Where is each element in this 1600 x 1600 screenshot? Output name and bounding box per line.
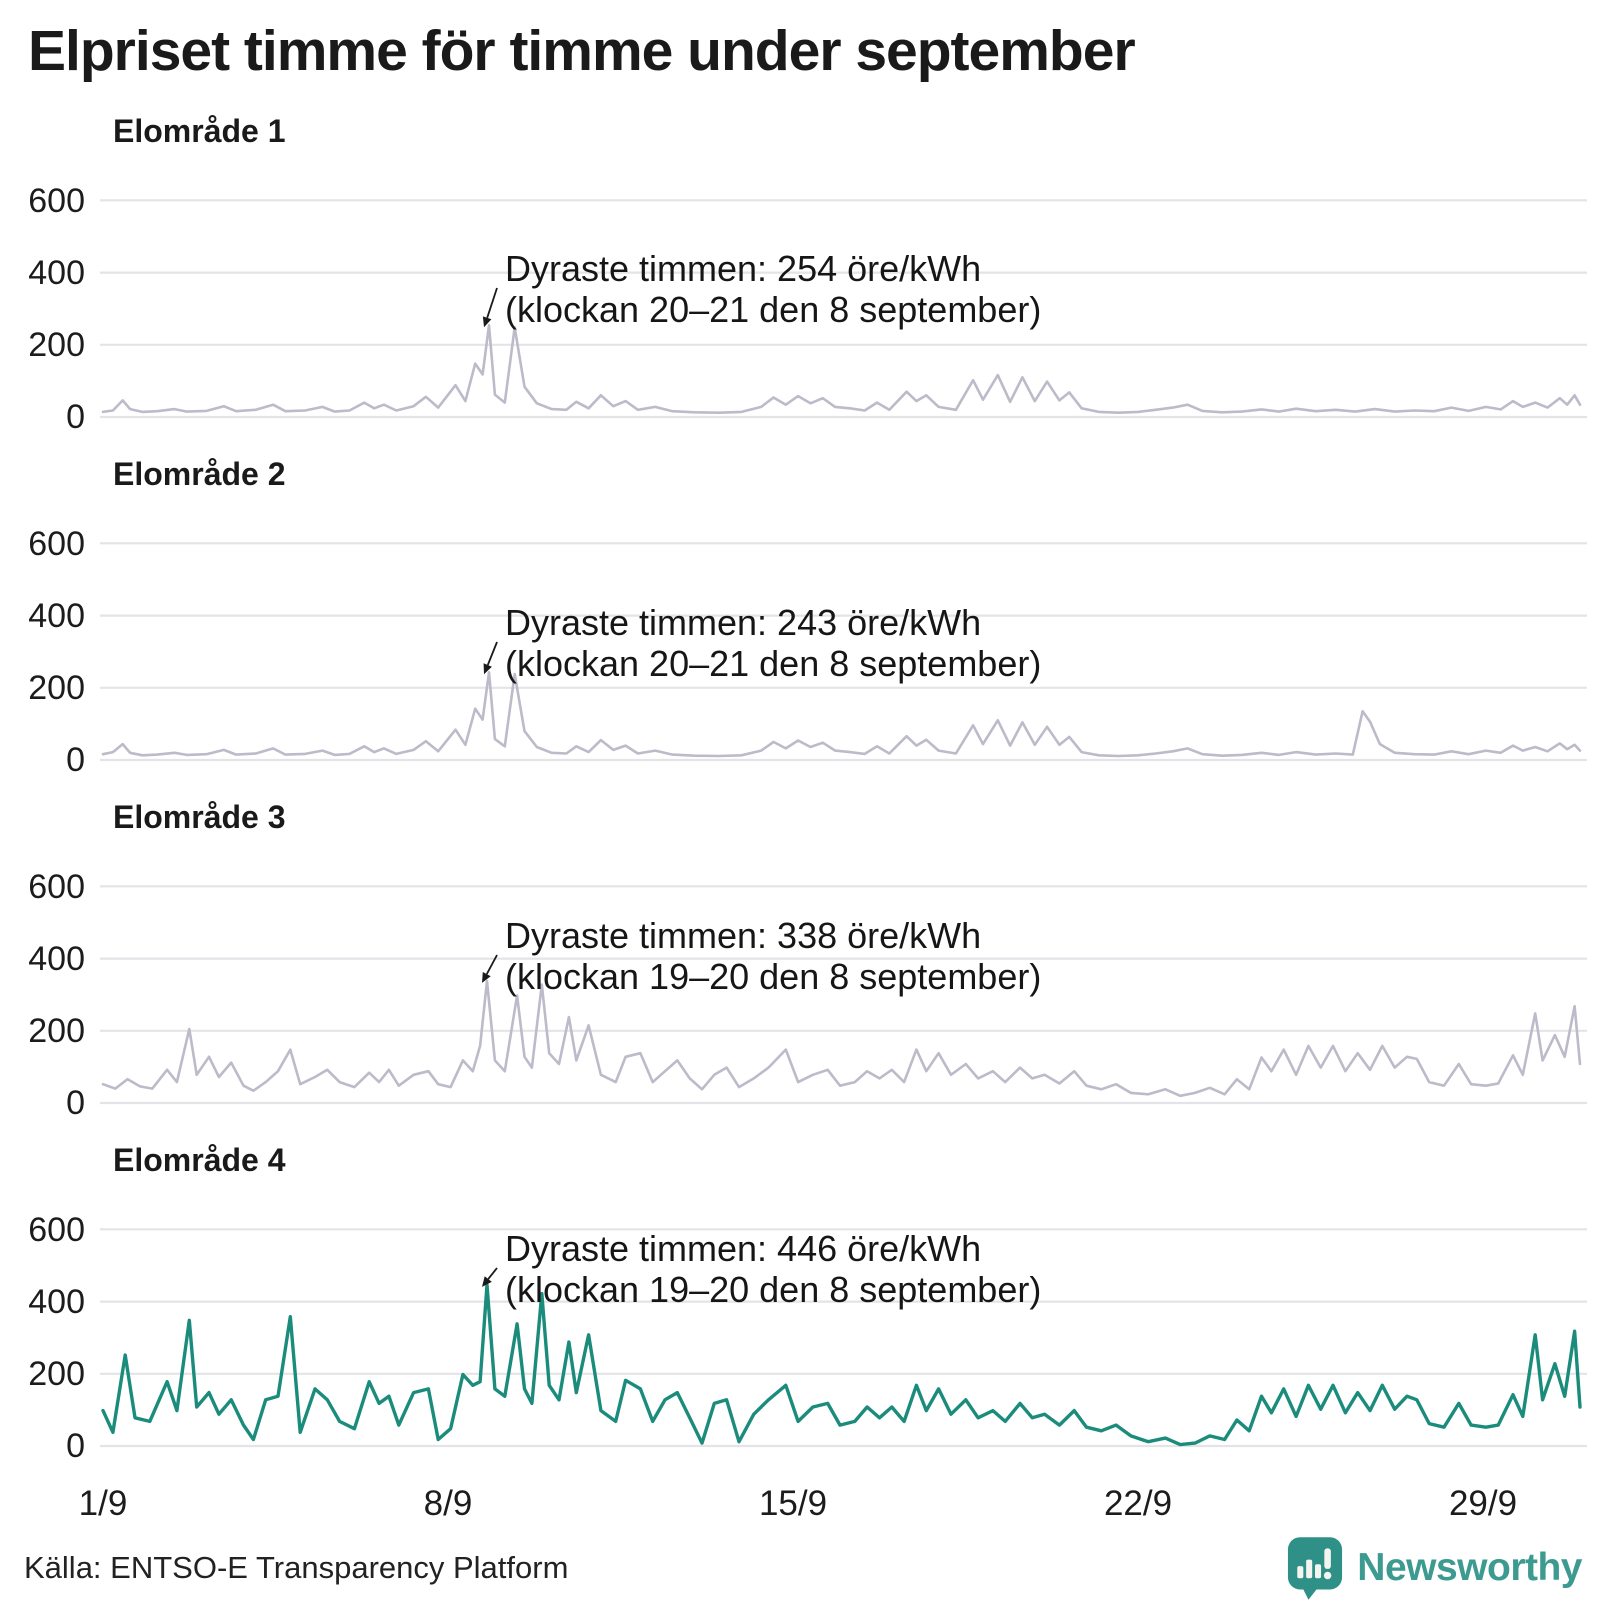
- peak-annotation-line1: Dyraste timmen: 243 öre/kWh: [505, 602, 982, 643]
- y-axis-label: 200: [28, 326, 85, 364]
- peak-annotation-line2: (klockan 19–20 den 8 september): [505, 956, 1042, 997]
- y-axis-label: 0: [66, 398, 85, 436]
- peak-annotation-line1: Dyraste timmen: 338 öre/kWh: [505, 915, 982, 956]
- y-axis-label: 400: [28, 1283, 85, 1321]
- page-title: Elpriset timme för timme under september: [28, 19, 1136, 83]
- y-axis-label: 200: [28, 1355, 85, 1393]
- y-axis-label: 600: [28, 182, 85, 220]
- panel-title: Elområde 2: [113, 456, 286, 492]
- x-axis-label: 15/9: [758, 1484, 828, 1523]
- newsworthy-logo[interactable]: Newsworthy: [1287, 1536, 1582, 1600]
- y-axis-label: 200: [28, 1012, 85, 1050]
- y-axis-label: 400: [28, 940, 85, 978]
- panel-title: Elområde 4: [113, 1142, 286, 1178]
- peak-annotation-line1: Dyraste timmen: 446 öre/kWh: [505, 1228, 982, 1269]
- peak-annotation-line1: Dyraste timmen: 254 öre/kWh: [505, 248, 982, 289]
- y-axis-label: 600: [28, 868, 85, 906]
- y-axis-label: 0: [66, 1427, 85, 1465]
- price-line-chart: [100, 1228, 1587, 1448]
- source-note: Källa: ENTSO-E Transparency Platform: [24, 1550, 569, 1585]
- panel-elomrade-4: Elområde 4 600 400 200 0 Dyraste timmen:…: [0, 1140, 1600, 1472]
- y-axis-label: 400: [28, 254, 85, 292]
- y-axis-label: 0: [66, 1084, 85, 1122]
- price-line-chart: [100, 885, 1587, 1105]
- x-axis-label: 29/9: [1448, 1484, 1518, 1523]
- peak-annotation-line2: (klockan 19–20 den 8 september): [505, 1269, 1042, 1310]
- y-axis-label: 400: [28, 597, 85, 635]
- peak-annotation: Dyraste timmen: 254 öre/kWh (klockan 20–…: [505, 248, 1041, 330]
- y-axis-label: 200: [28, 669, 85, 707]
- price-line-chart: [100, 199, 1587, 419]
- peak-annotation-line2: (klockan 20–21 den 8 september): [505, 289, 1042, 330]
- x-axis-label: 8/9: [423, 1484, 473, 1523]
- plot-area: Dyraste timmen: 254 öre/kWh (klockan 20–…: [100, 173, 1590, 425]
- x-axis-label: 22/9: [1103, 1484, 1173, 1523]
- x-axis-label: 1/9: [78, 1484, 128, 1523]
- panel-elomrade-3: Elområde 3 600 400 200 0 Dyraste timmen:…: [0, 797, 1600, 1129]
- peak-annotation: Dyraste timmen: 338 öre/kWh (klockan 19–…: [505, 915, 1041, 997]
- panel-title: Elområde 3: [113, 799, 286, 835]
- y-axis-label: 600: [28, 1211, 85, 1249]
- panel-elomrade-2: Elområde 2 600 400 200 0 Dyraste timmen:…: [0, 454, 1600, 786]
- peak-annotation: Dyraste timmen: 243 öre/kWh (klockan 20–…: [505, 602, 1041, 684]
- peak-annotation-line2: (klockan 20–21 den 8 september): [505, 643, 1042, 684]
- peak-annotation: Dyraste timmen: 446 öre/kWh (klockan 19–…: [505, 1228, 1041, 1310]
- newsworthy-wordmark: Newsworthy: [1357, 1546, 1582, 1589]
- plot-area: Dyraste timmen: 338 öre/kWh (klockan 19–…: [100, 859, 1590, 1111]
- y-axis-label: 0: [66, 741, 85, 779]
- newsworthy-logo-icon: [1288, 1537, 1343, 1600]
- panel-title: Elområde 1: [113, 113, 286, 149]
- price-line-chart: [100, 542, 1587, 762]
- plot-area: Dyraste timmen: 243 öre/kWh (klockan 20–…: [100, 516, 1590, 768]
- plot-area: Dyraste timmen: 446 öre/kWh (klockan 19–…: [100, 1202, 1590, 1454]
- x-axis: 1/9 8/9 15/9 22/9 29/9: [79, 1484, 1590, 1526]
- panel-elomrade-1: Elområde 1 600 400 200 0 Dyraste timmen:…: [0, 111, 1600, 443]
- y-axis-label: 600: [28, 525, 85, 563]
